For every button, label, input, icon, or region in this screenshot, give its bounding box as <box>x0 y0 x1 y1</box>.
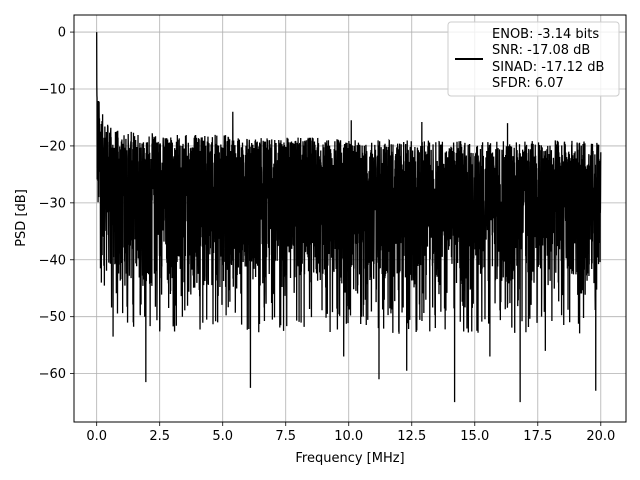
y-axis-ticks: 0 −10 −20 −30 −40 −50 −60 <box>39 26 74 382</box>
x-axis-label: Frequency [MHz] <box>295 451 404 466</box>
y-tick-label: −50 <box>39 310 66 325</box>
x-tick-label: 12.5 <box>397 429 426 444</box>
x-tick-label: 17.5 <box>523 429 552 444</box>
x-tick-label: 0.0 <box>86 429 107 444</box>
y-tick-label: −20 <box>39 139 66 154</box>
y-tick-label: 0 <box>58 26 66 41</box>
y-tick-label: −60 <box>39 367 66 382</box>
x-tick-label: 2.5 <box>149 429 170 444</box>
legend-sfdr: SFDR: 6.07 <box>492 76 564 91</box>
x-tick-label: 10.0 <box>334 429 363 444</box>
y-tick-label: −30 <box>39 196 66 211</box>
x-tick-label: 20.0 <box>586 429 615 444</box>
x-tick-label: 15.0 <box>460 429 489 444</box>
legend-box <box>447 21 620 97</box>
y-tick-label: −40 <box>39 253 66 268</box>
x-tick-label: 5.0 <box>212 429 233 444</box>
plot-area <box>96 32 602 403</box>
legend-enob: ENOB: -3.14 bits <box>492 27 599 42</box>
y-tick-label: −10 <box>39 83 66 98</box>
x-axis-ticks: 0.0 2.5 5.0 7.5 10.0 12.5 15.0 17.5 20.0 <box>86 422 615 444</box>
x-tick-label: 7.5 <box>275 429 296 444</box>
y-axis-label: PSD [dB] <box>14 189 29 247</box>
psd-trace <box>96 32 602 403</box>
legend-snr: SNR: -17.08 dB <box>492 43 590 58</box>
legend-sinad: SINAD: -17.12 dB <box>492 60 604 75</box>
legend: ENOB: -3.14 bits SNR: -17.08 dB SINAD: -… <box>447 21 620 97</box>
psd-series <box>96 32 602 403</box>
axes-frame <box>73 14 627 423</box>
